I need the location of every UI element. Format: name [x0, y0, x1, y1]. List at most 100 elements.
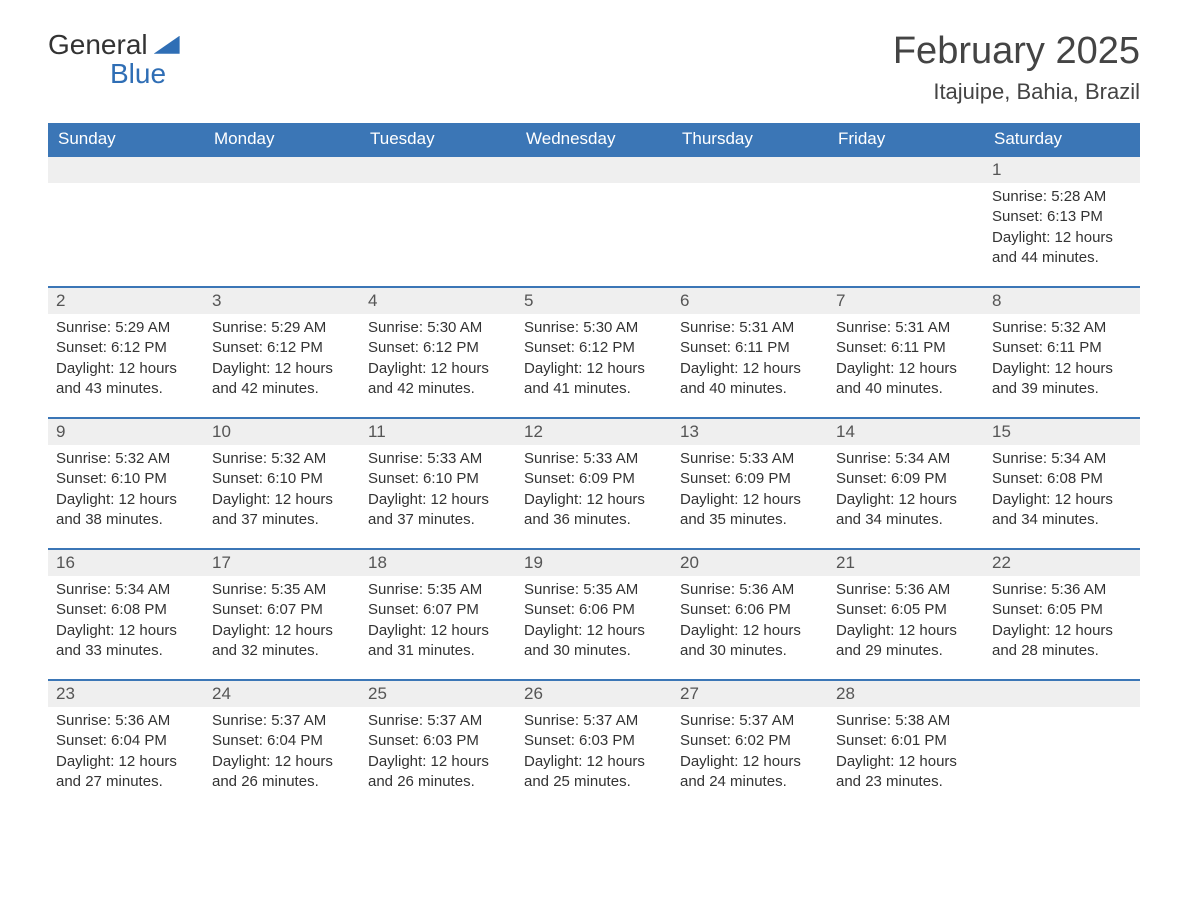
weekday-friday: Friday [828, 123, 984, 155]
sunset-text: Sunset: 6:01 PM [836, 731, 976, 751]
day-cell: Sunrise: 5:37 AMSunset: 6:02 PMDaylight:… [672, 707, 828, 810]
daylight-text: Daylight: 12 hours and 40 minutes. [680, 359, 820, 400]
day-number: 4 [360, 288, 516, 314]
sunset-text: Sunset: 6:04 PM [56, 731, 196, 751]
daynum-strip: 16171819202122 [48, 550, 1140, 576]
sunrise-text: Sunrise: 5:33 AM [680, 449, 820, 469]
day-number: 28 [828, 681, 984, 707]
sunrise-text: Sunrise: 5:36 AM [992, 580, 1132, 600]
day-cell: Sunrise: 5:34 AMSunset: 6:08 PMDaylight:… [48, 576, 204, 679]
sunrise-text: Sunrise: 5:35 AM [212, 580, 352, 600]
day-number: 16 [48, 550, 204, 576]
day-cell: Sunrise: 5:37 AMSunset: 6:04 PMDaylight:… [204, 707, 360, 810]
day-cell: Sunrise: 5:32 AMSunset: 6:11 PMDaylight:… [984, 314, 1140, 417]
sunrise-text: Sunrise: 5:34 AM [992, 449, 1132, 469]
sunset-text: Sunset: 6:11 PM [992, 338, 1132, 358]
sunrise-text: Sunrise: 5:30 AM [524, 318, 664, 338]
day-number: 13 [672, 419, 828, 445]
weekday-sunday: Sunday [48, 123, 204, 155]
daylight-text: Daylight: 12 hours and 31 minutes. [368, 621, 508, 662]
day-number: 6 [672, 288, 828, 314]
day-cell: Sunrise: 5:37 AMSunset: 6:03 PMDaylight:… [360, 707, 516, 810]
day-cell: Sunrise: 5:35 AMSunset: 6:06 PMDaylight:… [516, 576, 672, 679]
day-number: 22 [984, 550, 1140, 576]
day-number [204, 157, 360, 183]
daylight-text: Daylight: 12 hours and 37 minutes. [212, 490, 352, 531]
daylight-text: Daylight: 12 hours and 26 minutes. [368, 752, 508, 793]
sunrise-text: Sunrise: 5:35 AM [368, 580, 508, 600]
sunrise-text: Sunrise: 5:29 AM [56, 318, 196, 338]
day-cell: Sunrise: 5:29 AMSunset: 6:12 PMDaylight:… [48, 314, 204, 417]
day-number: 17 [204, 550, 360, 576]
daylight-text: Daylight: 12 hours and 24 minutes. [680, 752, 820, 793]
daylight-text: Daylight: 12 hours and 43 minutes. [56, 359, 196, 400]
day-cell: Sunrise: 5:33 AMSunset: 6:09 PMDaylight:… [672, 445, 828, 548]
day-cell: Sunrise: 5:34 AMSunset: 6:08 PMDaylight:… [984, 445, 1140, 548]
sunrise-text: Sunrise: 5:34 AM [56, 580, 196, 600]
day-cell: Sunrise: 5:30 AMSunset: 6:12 PMDaylight:… [516, 314, 672, 417]
weekday-thursday: Thursday [672, 123, 828, 155]
week-row: 232425262728 Sunrise: 5:36 AMSunset: 6:04… [48, 679, 1140, 810]
day-number: 2 [48, 288, 204, 314]
day-number: 14 [828, 419, 984, 445]
logo: General Blue [48, 30, 180, 89]
daylight-text: Daylight: 12 hours and 39 minutes. [992, 359, 1132, 400]
sunset-text: Sunset: 6:09 PM [836, 469, 976, 489]
sunset-text: Sunset: 6:02 PM [680, 731, 820, 751]
sunset-text: Sunset: 6:06 PM [680, 600, 820, 620]
sunrise-text: Sunrise: 5:32 AM [212, 449, 352, 469]
daylight-text: Daylight: 12 hours and 32 minutes. [212, 621, 352, 662]
sunset-text: Sunset: 6:03 PM [524, 731, 664, 751]
sunrise-text: Sunrise: 5:30 AM [368, 318, 508, 338]
week-row: 16171819202122Sunrise: 5:34 AMSunset: 6:… [48, 548, 1140, 679]
sunset-text: Sunset: 6:10 PM [56, 469, 196, 489]
sunrise-text: Sunrise: 5:31 AM [680, 318, 820, 338]
sunset-text: Sunset: 6:09 PM [680, 469, 820, 489]
sunrise-text: Sunrise: 5:36 AM [836, 580, 976, 600]
title-block: February 2025 Itajuipe, Bahia, Brazil [893, 30, 1140, 105]
daynum-strip: 1 [48, 157, 1140, 183]
day-cell: Sunrise: 5:37 AMSunset: 6:03 PMDaylight:… [516, 707, 672, 810]
sunset-text: Sunset: 6:08 PM [992, 469, 1132, 489]
daylight-text: Daylight: 12 hours and 27 minutes. [56, 752, 196, 793]
sunrise-text: Sunrise: 5:36 AM [56, 711, 196, 731]
day-number: 18 [360, 550, 516, 576]
daylight-text: Daylight: 12 hours and 38 minutes. [56, 490, 196, 531]
sunrise-text: Sunrise: 5:34 AM [836, 449, 976, 469]
daynum-strip: 232425262728 [48, 681, 1140, 707]
day-number [48, 157, 204, 183]
day-cell: Sunrise: 5:29 AMSunset: 6:12 PMDaylight:… [204, 314, 360, 417]
daylight-text: Daylight: 12 hours and 30 minutes. [680, 621, 820, 662]
sunset-text: Sunset: 6:12 PM [524, 338, 664, 358]
day-body-row: Sunrise: 5:34 AMSunset: 6:08 PMDaylight:… [48, 576, 1140, 679]
day-number: 12 [516, 419, 672, 445]
logo-word2: Blue [48, 59, 180, 88]
day-number: 5 [516, 288, 672, 314]
day-number: 1 [984, 157, 1140, 183]
day-number: 8 [984, 288, 1140, 314]
month-title: February 2025 [893, 30, 1140, 73]
daylight-text: Daylight: 12 hours and 42 minutes. [212, 359, 352, 400]
header: General Blue February 2025 Itajuipe, Bah… [48, 30, 1140, 105]
daylight-text: Daylight: 12 hours and 30 minutes. [524, 621, 664, 662]
sunset-text: Sunset: 6:06 PM [524, 600, 664, 620]
day-cell: Sunrise: 5:36 AMSunset: 6:06 PMDaylight:… [672, 576, 828, 679]
sunrise-text: Sunrise: 5:35 AM [524, 580, 664, 600]
day-cell [672, 183, 828, 286]
day-body-row: Sunrise: 5:32 AMSunset: 6:10 PMDaylight:… [48, 445, 1140, 548]
day-number: 21 [828, 550, 984, 576]
sunrise-text: Sunrise: 5:32 AM [992, 318, 1132, 338]
day-number: 10 [204, 419, 360, 445]
weekday-header-row: SundayMondayTuesdayWednesdayThursdayFrid… [48, 123, 1140, 155]
day-cell: Sunrise: 5:28 AMSunset: 6:13 PMDaylight:… [984, 183, 1140, 286]
day-cell: Sunrise: 5:31 AMSunset: 6:11 PMDaylight:… [672, 314, 828, 417]
sunset-text: Sunset: 6:05 PM [992, 600, 1132, 620]
sunrise-text: Sunrise: 5:33 AM [524, 449, 664, 469]
day-body-row: Sunrise: 5:28 AMSunset: 6:13 PMDaylight:… [48, 183, 1140, 286]
day-number: 7 [828, 288, 984, 314]
day-number: 24 [204, 681, 360, 707]
daylight-text: Daylight: 12 hours and 41 minutes. [524, 359, 664, 400]
day-cell: Sunrise: 5:36 AMSunset: 6:05 PMDaylight:… [984, 576, 1140, 679]
day-number [516, 157, 672, 183]
sunrise-text: Sunrise: 5:36 AM [680, 580, 820, 600]
